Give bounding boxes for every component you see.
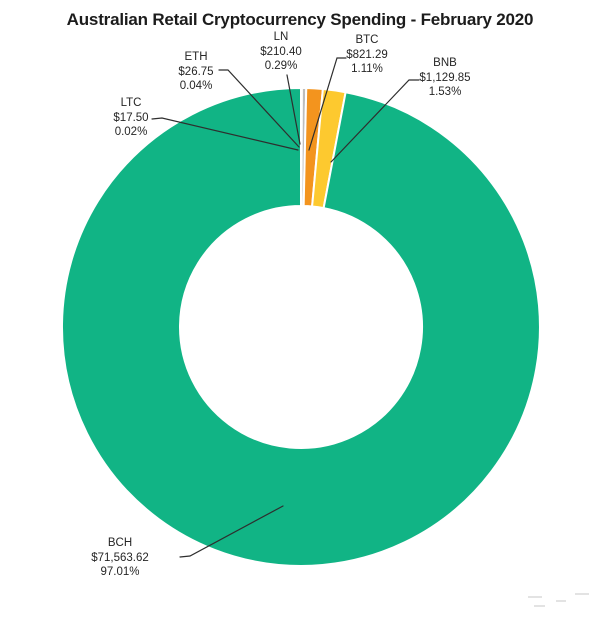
leader-line-bch xyxy=(179,505,284,558)
leader-line-btc xyxy=(308,57,347,151)
slice-label-eth-pct: 0.04% xyxy=(179,80,213,92)
slice-label-eth-amount: $26.75 xyxy=(178,65,214,78)
slice-label-ln-amount: $210.40 xyxy=(260,45,302,58)
slice-label-bch-amount: $71,563.62 xyxy=(91,551,149,564)
slice-label-ltc-amount: $17.50 xyxy=(113,111,149,124)
slice-label-ln: LN $210.40 0.29% xyxy=(260,30,302,74)
leader-line-bnb xyxy=(330,79,420,163)
slice-label-eth-name: ETH xyxy=(184,51,208,63)
slice-label-btc-pct: 1.11% xyxy=(351,63,383,75)
slice-label-ln-pct: 0.29% xyxy=(264,60,298,72)
slice-label-bnb-amount: $1,129.85 xyxy=(419,71,471,84)
slice-bch xyxy=(61,86,541,567)
slice-label-btc-name: BTC xyxy=(355,34,379,46)
slice-label-ltc: LTC $17.50 0.02% xyxy=(113,96,148,140)
slice-label-ln-name: LN xyxy=(273,31,289,43)
leader-line-ltc xyxy=(151,117,299,151)
slice-label-btc: BTC $821.29 1.11% xyxy=(346,33,388,77)
slice-label-bnb-name: BNB xyxy=(433,57,457,69)
slice-label-ltc-name: LTC xyxy=(120,97,142,109)
slice-label-ltc-pct: 0.02% xyxy=(114,126,148,138)
watermark-residue xyxy=(528,593,589,607)
slice-label-bnb: BNB $1,129.85 1.53% xyxy=(419,56,470,100)
slice-label-bch-name: BCH xyxy=(107,537,133,549)
leader-lines xyxy=(151,57,420,558)
slice-label-bch-pct: 97.01% xyxy=(100,566,140,578)
donut-slices xyxy=(61,86,541,567)
slice-label-bch: BCH $71,563.62 97.01% xyxy=(91,536,149,580)
slice-label-bnb-pct: 1.53% xyxy=(428,86,462,98)
leader-line-ln xyxy=(286,74,301,145)
slice-label-eth: ETH $26.75 0.04% xyxy=(178,50,213,94)
chart-title: Australian Retail Cryptocurrency Spendin… xyxy=(66,10,534,29)
slice-label-btc-amount: $821.29 xyxy=(346,48,388,61)
leader-line-eth xyxy=(218,69,300,148)
